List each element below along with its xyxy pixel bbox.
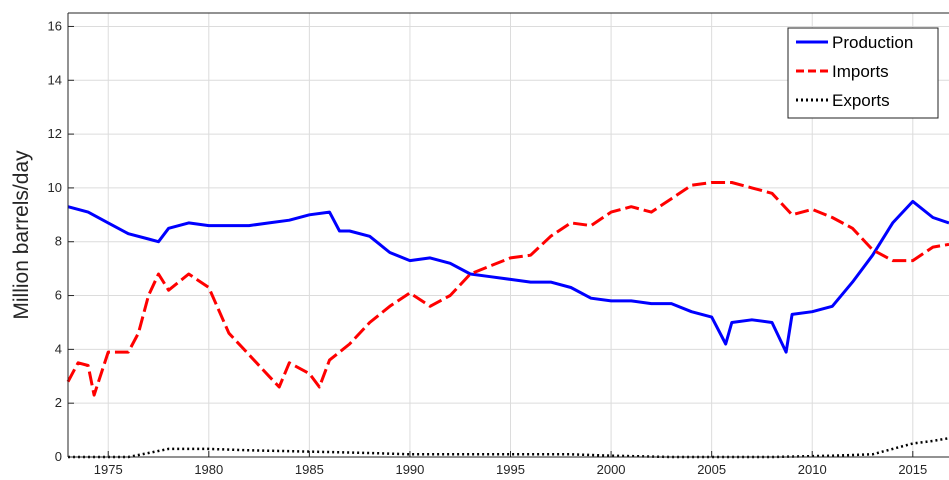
series-layer	[66, 181, 949, 459]
x-tick-label: 1995	[496, 462, 525, 477]
x-tick-label: 2015	[898, 462, 927, 477]
y-tick-label: 4	[55, 341, 62, 356]
y-tick-label: 6	[55, 288, 62, 303]
axes-frame	[67, 12, 949, 458]
grid	[68, 13, 949, 458]
y-axis: 0 2 4 6 8 10 12 14 16	[48, 18, 74, 464]
y-axis-title: Million barrels/day	[10, 150, 33, 320]
y-tick-label: 8	[55, 234, 62, 249]
legend-label-imports: Imports	[832, 62, 889, 81]
series-line-production	[67, 199, 949, 354]
x-axis: 1975 1980 1985 1990 1995 2000 2005 2010 2015	[94, 451, 927, 477]
y-tick-label: 10	[48, 180, 62, 195]
y-tick-label: 16	[48, 18, 62, 33]
x-tick-label: 1980	[194, 462, 223, 477]
x-tick-label: 2000	[597, 462, 626, 477]
x-tick-label: 1975	[94, 462, 123, 477]
legend-label-exports: Exports	[832, 91, 890, 110]
y-tick-label: 0	[55, 449, 62, 464]
y-tick-label: 14	[48, 72, 62, 87]
y-tick-label: 12	[48, 126, 62, 141]
series-line-imports	[66, 181, 949, 397]
x-tick-label: 2005	[697, 462, 726, 477]
x-tick-label: 1985	[295, 462, 324, 477]
legend-label-production: Production	[832, 33, 913, 52]
legend: Production Imports Exports	[787, 27, 939, 119]
x-tick-label: 1990	[395, 462, 424, 477]
legend-box	[787, 27, 939, 119]
x-tick-label: 2010	[798, 462, 827, 477]
y-tick-label: 2	[55, 395, 62, 410]
